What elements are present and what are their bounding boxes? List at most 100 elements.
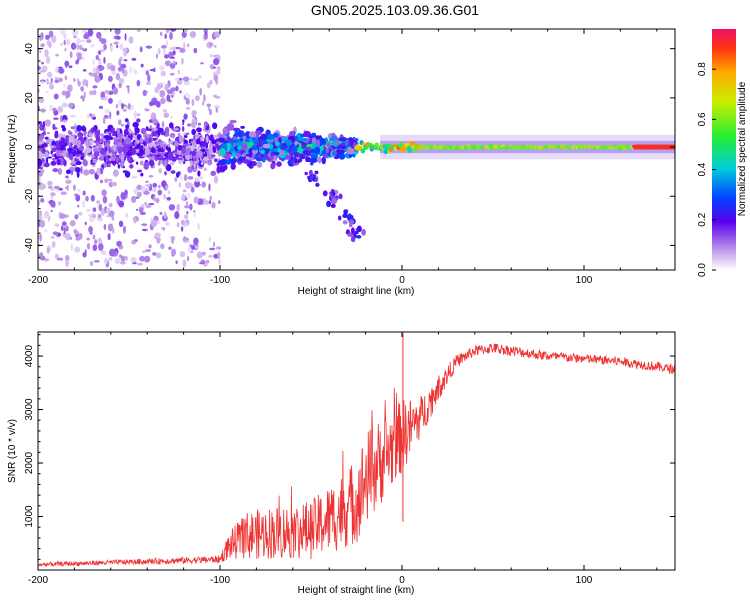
spectrogram-cell	[106, 179, 113, 182]
spectrogram-cell	[125, 124, 130, 130]
spectrogram-cell	[104, 257, 108, 265]
snr-marks	[38, 333, 675, 567]
spectrogram-cell	[311, 137, 317, 144]
spectrogram-cell	[251, 145, 258, 151]
spectrogram-cell	[139, 137, 143, 145]
spectrogram-cell	[192, 139, 195, 147]
spectrogram-cell	[170, 56, 175, 59]
spectrogram-cell	[360, 148, 366, 154]
spectrogram-cell	[260, 133, 268, 140]
spectrogram-cell	[144, 145, 149, 150]
spectrogram-cell	[108, 97, 113, 104]
spectrogram-cell	[118, 83, 122, 88]
spectrogram-cell	[58, 66, 63, 69]
spectrogram-cell	[38, 133, 44, 141]
spectrogram-cell	[322, 153, 328, 159]
spectrogram-cell	[43, 258, 50, 261]
spectrogram-cell	[119, 254, 122, 259]
spectrogram-cell	[124, 255, 128, 261]
spectrogram-cell	[151, 131, 158, 137]
spectrogram-cell	[63, 159, 67, 167]
spectrogram-cell	[214, 158, 218, 162]
spectrogram-cell	[46, 78, 49, 85]
spectrogram-cell	[305, 137, 309, 144]
spectrogram-cell	[88, 132, 93, 138]
spectrogram-cell	[126, 151, 133, 157]
spectrogram-cell	[120, 192, 126, 200]
spectrogram-cell	[193, 209, 196, 213]
spectrogram-cell	[131, 57, 137, 61]
spectrogram-cell	[134, 132, 138, 136]
spectrogram-cell	[155, 252, 162, 259]
spectrogram-cell	[88, 226, 93, 234]
spectrogram-cell	[131, 175, 138, 179]
spectrogram-cell	[63, 39, 66, 46]
spectrogram-cell	[73, 230, 80, 235]
spectrogram-cell	[85, 146, 92, 154]
spectrogram-cell	[207, 159, 212, 162]
spectrogram-cell	[114, 252, 118, 256]
spectrogram-cell	[57, 106, 64, 113]
snr-xtick-label: -200	[28, 575, 48, 586]
spectrogram-cell	[254, 130, 262, 136]
spectrogram-cell	[113, 144, 117, 152]
spectrogram-cell	[144, 180, 149, 183]
spectrogram-cell	[162, 226, 165, 231]
spectrogram-cell	[175, 145, 178, 153]
colorbar-tick-label: 0.6	[697, 112, 708, 126]
spectrogram-cell	[39, 70, 46, 73]
spectrogram-xlabel: Height of straight line (km)	[298, 286, 415, 297]
spectrogram-cell	[120, 154, 125, 163]
spectrogram-cell	[119, 43, 124, 51]
spectrogram-cell	[160, 84, 163, 89]
spectrogram-cell	[203, 167, 207, 172]
spectrogram-cell	[104, 142, 108, 147]
spectrogram-cell	[117, 164, 120, 169]
spectrogram-cell	[54, 253, 59, 259]
spectrogram-cell	[61, 137, 66, 146]
spectrogram-cell	[65, 254, 70, 262]
snr-xtick-label: -100	[210, 575, 230, 586]
spectrogram-cell	[193, 196, 199, 204]
spectrogram-cell	[214, 31, 221, 38]
spectrogram-cell	[55, 150, 61, 157]
spectrogram-cell	[90, 44, 95, 48]
spectrogram-cell	[164, 60, 172, 67]
spectrogram-cell	[84, 249, 87, 256]
spectrogram-cell	[101, 189, 107, 197]
spectrogram-cell	[89, 90, 95, 96]
spectrogram-cell	[82, 190, 86, 196]
spectrogram-cell	[198, 75, 202, 79]
spectrogram-cell	[195, 95, 200, 102]
snr-ytick-label: 1000	[24, 505, 35, 528]
spectrogram-cell	[45, 56, 51, 64]
spectrogram-cell	[38, 97, 45, 104]
spectrogram-cell	[130, 133, 133, 141]
spectrogram-cell	[298, 147, 304, 154]
spectrogram-cell	[93, 159, 98, 163]
spectrogram-cell	[94, 76, 101, 83]
spectrogram-cell	[80, 47, 87, 51]
spectrogram-cell	[214, 104, 220, 110]
spectrogram-cell	[270, 162, 276, 170]
spectrogram-cell	[98, 203, 103, 212]
spectrogram-cell	[131, 195, 137, 204]
spectrogram-cell	[61, 221, 67, 227]
spectrogram-cell	[72, 29, 79, 37]
spectrogram-cell	[307, 175, 311, 180]
spectrogram-cell	[70, 115, 77, 118]
spectrogram-cell	[165, 145, 169, 151]
spectrogram-cell	[44, 151, 49, 158]
spectrogram-cell	[148, 175, 154, 178]
spectrogram-cell	[134, 146, 141, 150]
spectrogram-ytick-label: 40	[24, 43, 35, 55]
spectrogram-cell	[99, 154, 105, 157]
spectrogram-cell	[100, 96, 105, 100]
spectrogram-cell	[98, 146, 101, 153]
spectrogram-cell	[96, 31, 102, 39]
spectrogram-cell	[177, 69, 181, 75]
spectrogram-cell	[133, 110, 138, 119]
spectrogram-cell	[183, 214, 189, 220]
spectrogram-cell	[43, 162, 50, 168]
spectrogram-cell	[206, 82, 211, 89]
